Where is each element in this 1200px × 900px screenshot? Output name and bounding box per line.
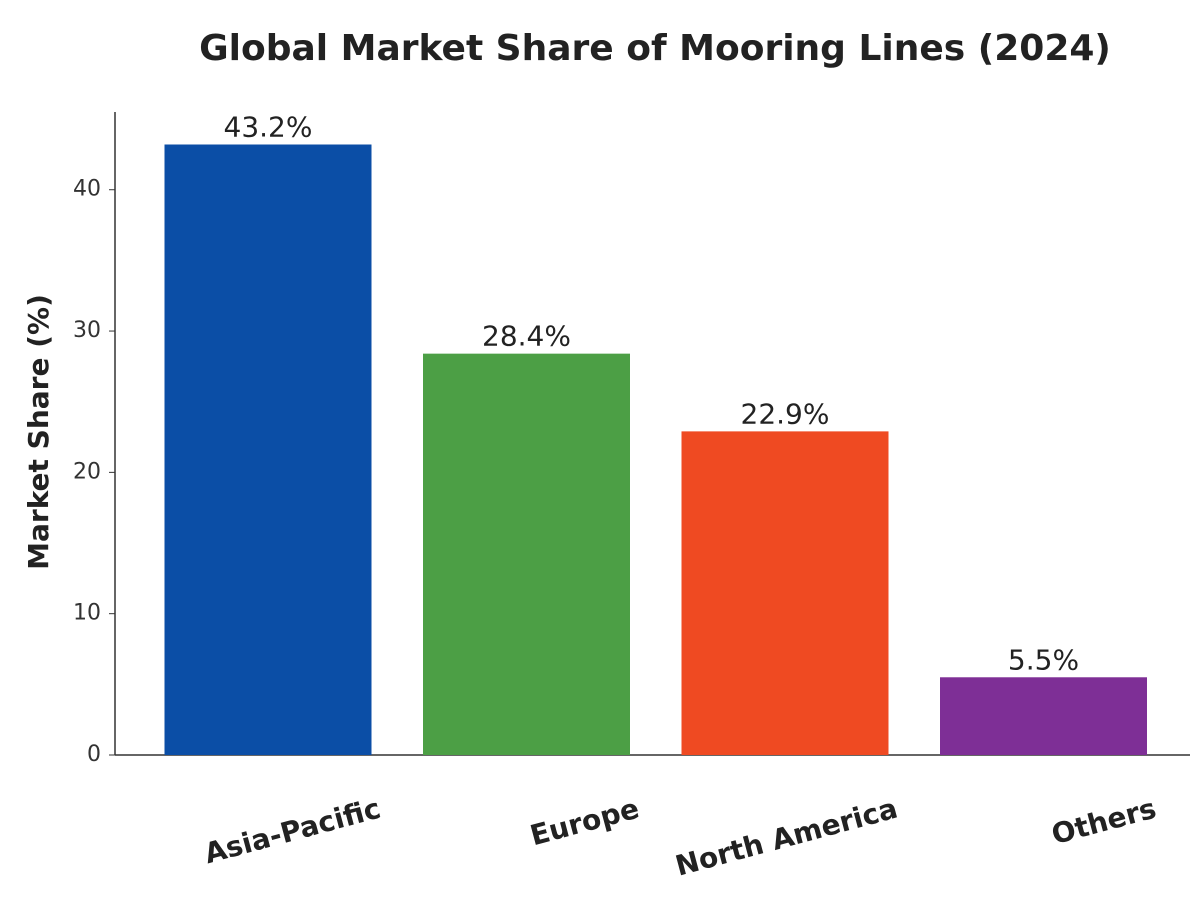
bar (681, 431, 889, 755)
bar (940, 677, 1147, 755)
x-tick-label: Others (1048, 792, 1160, 851)
value-label: 5.5% (1008, 643, 1079, 676)
y-tick-label: 10 (73, 601, 101, 626)
value-label: 28.4% (482, 320, 571, 353)
y-axis-label: Market Share (%) (22, 294, 55, 570)
value-label: 22.9% (741, 397, 830, 430)
value-label: 43.2% (224, 111, 313, 144)
y-tick-label: 20 (73, 459, 101, 484)
x-tick-label: Europe (527, 792, 643, 853)
x-tick-label: Asia-Pacific (201, 792, 384, 871)
y-tick-label: 0 (87, 742, 101, 767)
bar (423, 353, 630, 755)
y-tick-label: 40 (73, 177, 101, 202)
y-tick-label: 30 (73, 318, 101, 343)
x-tick-label: North America (672, 792, 901, 883)
chart-title: Global Market Share of Mooring Lines (20… (199, 28, 1111, 69)
bar (164, 144, 372, 755)
